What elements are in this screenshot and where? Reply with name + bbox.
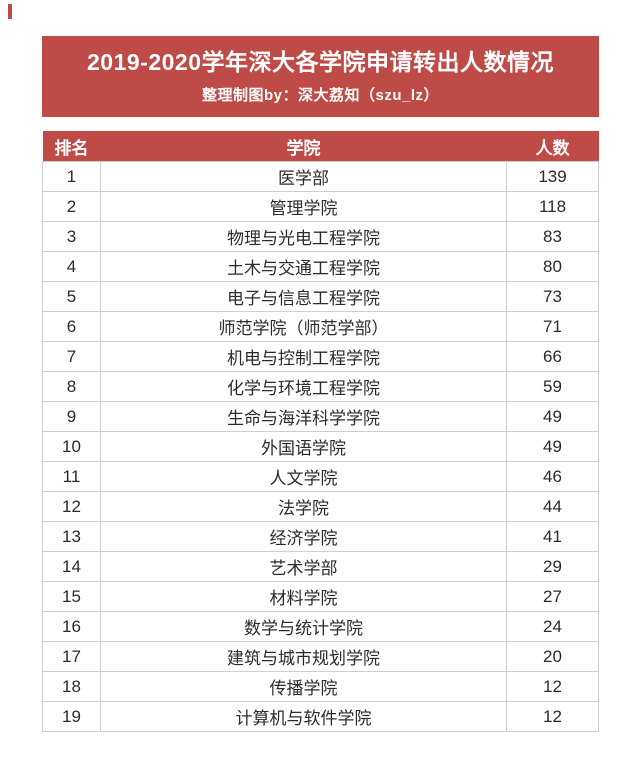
count-cell: 59	[506, 371, 599, 403]
college-cell: 物理与光电工程学院	[100, 221, 507, 253]
count-cell: 24	[506, 611, 599, 643]
rank-cell: 13	[42, 521, 101, 553]
table-header: 排名 学院 人数	[42, 130, 599, 162]
rank-cell: 4	[42, 251, 101, 283]
college-cell: 机电与控制工程学院	[100, 341, 507, 373]
table-row: 4 土木与交通工程学院 80	[42, 251, 599, 283]
college-cell: 经济学院	[100, 521, 507, 553]
college-cell: 生命与海洋科学学院	[100, 401, 507, 433]
transfer-out-table: 排名 学院 人数 1 医学部 139 2 管理学院 118 3 物理与光电工程学院 83 4 土木与…	[42, 130, 599, 733]
college-cell: 材料学院	[100, 581, 507, 613]
rank-cell: 9	[42, 401, 101, 433]
rank-cell: 16	[42, 611, 101, 643]
table-row: 7 机电与控制工程学院 66	[42, 341, 599, 373]
rank-cell: 6	[42, 311, 101, 343]
count-cell: 80	[506, 251, 599, 283]
table-row: 12 法学院 44	[42, 491, 599, 523]
college-cell: 法学院	[100, 491, 507, 523]
college-cell: 医学部	[100, 161, 507, 193]
rank-cell: 10	[42, 431, 101, 463]
count-cell: 49	[506, 401, 599, 433]
table-row: 11 人文学院 46	[42, 461, 599, 493]
college-cell: 化学与环境工程学院	[100, 371, 507, 403]
rank-cell: 5	[42, 281, 101, 313]
page-subtitle: 整理制图by：深大荔知（szu_lz）	[201, 86, 440, 104]
rank-cell: 8	[42, 371, 101, 403]
rank-cell: 3	[42, 221, 101, 253]
rank-cell: 19	[42, 701, 101, 733]
count-cell: 44	[506, 491, 599, 523]
table-row: 9 生命与海洋科学学院 49	[42, 401, 599, 433]
college-cell: 电子与信息工程学院	[100, 281, 507, 313]
rank-cell: 11	[42, 461, 101, 493]
rank-cell: 15	[42, 581, 101, 613]
table-row: 10 外国语学院 49	[42, 431, 599, 463]
count-cell: 139	[506, 161, 599, 193]
header-count: 人数	[506, 130, 599, 162]
table-body: 1 医学部 139 2 管理学院 118 3 物理与光电工程学院 83 4 土木与交通工程学院 80 5…	[42, 161, 599, 733]
title-band: 2019-2020学年深大各学院申请转出人数情况 整理制图by：深大荔知（szu…	[42, 36, 599, 117]
college-cell: 数学与统计学院	[100, 611, 507, 643]
college-cell: 传播学院	[100, 671, 507, 703]
count-cell: 46	[506, 461, 599, 493]
count-cell: 12	[506, 671, 599, 703]
table-row: 2 管理学院 118	[42, 191, 599, 223]
header-rank: 排名	[42, 130, 101, 162]
college-cell: 建筑与城市规划学院	[100, 641, 507, 673]
count-cell: 12	[506, 701, 599, 733]
rank-cell: 17	[42, 641, 101, 673]
count-cell: 20	[506, 641, 599, 673]
table-row: 6 师范学院（师范学部） 71	[42, 311, 599, 343]
rank-cell: 14	[42, 551, 101, 583]
rank-cell: 12	[42, 491, 101, 523]
table-row: 1 医学部 139	[42, 161, 599, 193]
college-cell: 管理学院	[100, 191, 507, 223]
count-cell: 41	[506, 521, 599, 553]
table-row: 16 数学与统计学院 24	[42, 611, 599, 643]
ranking-sheet: 2019-2020学年深大各学院申请转出人数情况 整理制图by：深大荔知（szu…	[42, 36, 599, 733]
count-cell: 118	[506, 191, 599, 223]
rank-cell: 2	[42, 191, 101, 223]
college-cell: 土木与交通工程学院	[100, 251, 507, 283]
rank-cell: 1	[42, 161, 101, 193]
table-row: 13 经济学院 41	[42, 521, 599, 553]
count-cell: 83	[506, 221, 599, 253]
college-cell: 师范学院（师范学部）	[100, 311, 507, 343]
college-cell: 人文学院	[100, 461, 507, 493]
title-table-gap	[42, 116, 599, 131]
college-cell: 计算机与软件学院	[100, 701, 507, 733]
count-cell: 73	[506, 281, 599, 313]
table-row: 3 物理与光电工程学院 83	[42, 221, 599, 253]
table-row: 5 电子与信息工程学院 73	[42, 281, 599, 313]
college-cell: 外国语学院	[100, 431, 507, 463]
count-cell: 29	[506, 551, 599, 583]
table-row: 8 化学与环境工程学院 59	[42, 371, 599, 403]
count-cell: 71	[506, 311, 599, 343]
count-cell: 27	[506, 581, 599, 613]
table-row: 14 艺术学部 29	[42, 551, 599, 583]
corner-mark	[8, 4, 12, 19]
header-college: 学院	[100, 130, 507, 162]
rank-cell: 18	[42, 671, 101, 703]
table-row: 17 建筑与城市规划学院 20	[42, 641, 599, 673]
table-row: 18 传播学院 12	[42, 671, 599, 703]
rank-cell: 7	[42, 341, 101, 373]
college-cell: 艺术学部	[100, 551, 507, 583]
count-cell: 49	[506, 431, 599, 463]
count-cell: 66	[506, 341, 599, 373]
table-row: 15 材料学院 27	[42, 581, 599, 613]
table-row: 19 计算机与软件学院 12	[42, 701, 599, 733]
page-title: 2019-2020学年深大各学院申请转出人数情况	[87, 49, 554, 75]
